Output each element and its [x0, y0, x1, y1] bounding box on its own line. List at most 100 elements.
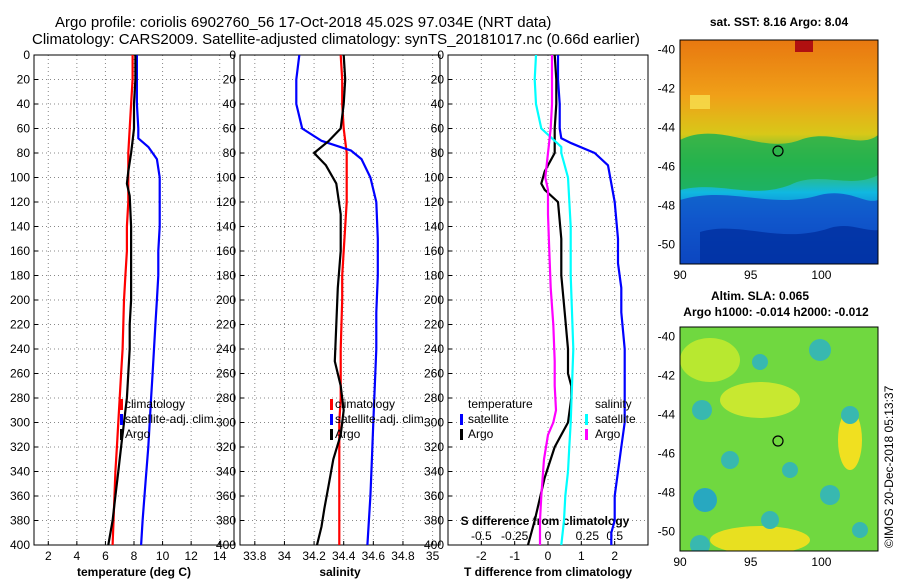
sst-map-title: sat. SST: 8.16 Argo: 8.04 [710, 15, 849, 29]
x-tick-label: 1 [578, 549, 585, 563]
legend-label: salinity [595, 397, 632, 411]
x2-tick-label: 0 [545, 529, 552, 543]
y-tick-label: 320 [10, 440, 30, 454]
y-tick-label: 220 [424, 318, 444, 332]
y-tick-label: 120 [10, 195, 30, 209]
map-x-tick-label: 100 [811, 268, 831, 282]
y-tick-label: 60 [223, 122, 237, 136]
y-tick-label: 80 [17, 146, 31, 160]
y-tick-label: 200 [424, 293, 444, 307]
argo-location-marker-sst [772, 145, 784, 157]
map-y-tick-label: -44 [658, 408, 676, 422]
x-tick-label: 34 [278, 549, 292, 563]
title-line-2: Climatology: CARS2009. Satellite-adjuste… [32, 31, 640, 48]
map-y-tick-label: -42 [658, 369, 676, 383]
y-tick-label: 400 [10, 538, 30, 552]
y-tick-label: 300 [424, 416, 444, 430]
legend-swatch [330, 399, 333, 410]
x-tick-label: 2 [611, 549, 618, 563]
y-tick-label: 100 [424, 171, 444, 185]
y-tick-label: 360 [10, 489, 30, 503]
x2-tick-label: -0.5 [471, 529, 492, 543]
y-tick-label: 400 [216, 538, 236, 552]
x-axis-label: T difference from climatology [464, 565, 632, 579]
map-y-tick-label: -50 [658, 238, 676, 252]
legend-swatch [585, 414, 588, 425]
y-tick-label: 380 [216, 514, 236, 528]
y-tick-label: 240 [10, 342, 30, 356]
y-tick-label: 20 [431, 73, 445, 87]
map-y-tick-label: -46 [658, 160, 676, 174]
legend-label: satellite [468, 412, 509, 426]
y-tick-label: 340 [216, 465, 236, 479]
y-tick-label: 60 [17, 122, 31, 136]
legend-label: satellite-adj. clim. [335, 412, 427, 426]
y-tick-label: 0 [229, 48, 236, 62]
map-y-tick-label: -50 [658, 525, 676, 539]
x-tick-label: 4 [74, 549, 81, 563]
x-tick-label: -1 [509, 549, 520, 563]
legend-label: climatology [335, 397, 395, 411]
y-tick-label: 240 [424, 342, 444, 356]
y-tick-label: 60 [431, 122, 445, 136]
map-y-tick-label: -46 [658, 447, 676, 461]
sla-map-subtitle: Argo h1000: -0.014 h2000: -0.012 [683, 305, 869, 319]
y-tick-label: 140 [216, 220, 236, 234]
y-tick-label: 360 [216, 489, 236, 503]
title-line-1: Argo profile: coriolis 6902760_56 17-Oct… [55, 14, 551, 31]
x-tick-label: 34.2 [302, 549, 326, 563]
y-tick-label: 180 [424, 269, 444, 283]
map-y-tick-label: -40 [658, 330, 676, 344]
legend-label: climatology [125, 397, 185, 411]
x-tick-label: 6 [102, 549, 109, 563]
map-y-tick-label: -48 [658, 199, 676, 213]
legend-swatch [120, 429, 123, 440]
legend-label: Argo [468, 427, 494, 441]
y-tick-label: 280 [216, 391, 236, 405]
y-tick-label: 380 [424, 514, 444, 528]
x2-tick-label: -0.25 [501, 529, 529, 543]
series-line [295, 54, 379, 546]
sst-map: sat. SST: 8.16 Argo: 8.04 90 95 100 -40 -42 -… [658, 15, 879, 282]
y-tick-label: 120 [424, 195, 444, 209]
x-tick-label: 12 [184, 549, 198, 563]
y-tick-label: 180 [10, 269, 30, 283]
x-tick-label: 8 [131, 549, 138, 563]
x-tick-label: 35 [426, 549, 440, 563]
legend-swatch [330, 414, 333, 425]
series-line [107, 55, 137, 546]
y-tick-label: 160 [10, 244, 30, 258]
y-tick-label: 300 [216, 416, 236, 430]
y-tick-label: 0 [437, 48, 444, 62]
map-x-tick-label: 95 [744, 555, 758, 569]
y-tick-label: 360 [424, 489, 444, 503]
x2-axis-label: S difference from climatology [461, 514, 630, 528]
y-tick-label: 160 [216, 244, 236, 258]
y-tick-label: 400 [424, 538, 444, 552]
x-axis-label: temperature (deg C) [77, 565, 191, 579]
map-y-tick-label: -48 [658, 486, 676, 500]
y-tick-label: 280 [424, 391, 444, 405]
y-tick-label: 340 [10, 465, 30, 479]
y-tick-label: 320 [216, 440, 236, 454]
x-tick-label: 14 [213, 549, 227, 563]
legend-label: Argo [335, 427, 361, 441]
series-line [538, 55, 558, 545]
y-tick-label: 160 [424, 244, 444, 258]
difference-panel: 0204060801001201401601802002202402602803… [424, 48, 649, 579]
map-y-tick-label: -42 [658, 82, 676, 96]
x-tick-label: 2 [45, 549, 52, 563]
y-tick-label: 100 [10, 171, 30, 185]
map-x-tick-label: 90 [673, 268, 687, 282]
y-tick-label: 40 [223, 97, 237, 111]
series-line [111, 55, 134, 546]
y-tick-label: 100 [216, 171, 236, 185]
x-axis-label: salinity [319, 565, 361, 579]
sst-map-field [680, 40, 878, 264]
salinity-panel: 0204060801001201401601802002202402602803… [216, 48, 441, 579]
x-tick-label: 34.8 [391, 549, 415, 563]
temperature-panel: 0204060801001201401601802002202402602803… [10, 48, 235, 579]
sla-map-title: Altim. SLA: 0.065 [711, 289, 809, 303]
x-tick-label: 33.8 [243, 549, 267, 563]
legend-label: satellite-adj. clim. [125, 412, 217, 426]
